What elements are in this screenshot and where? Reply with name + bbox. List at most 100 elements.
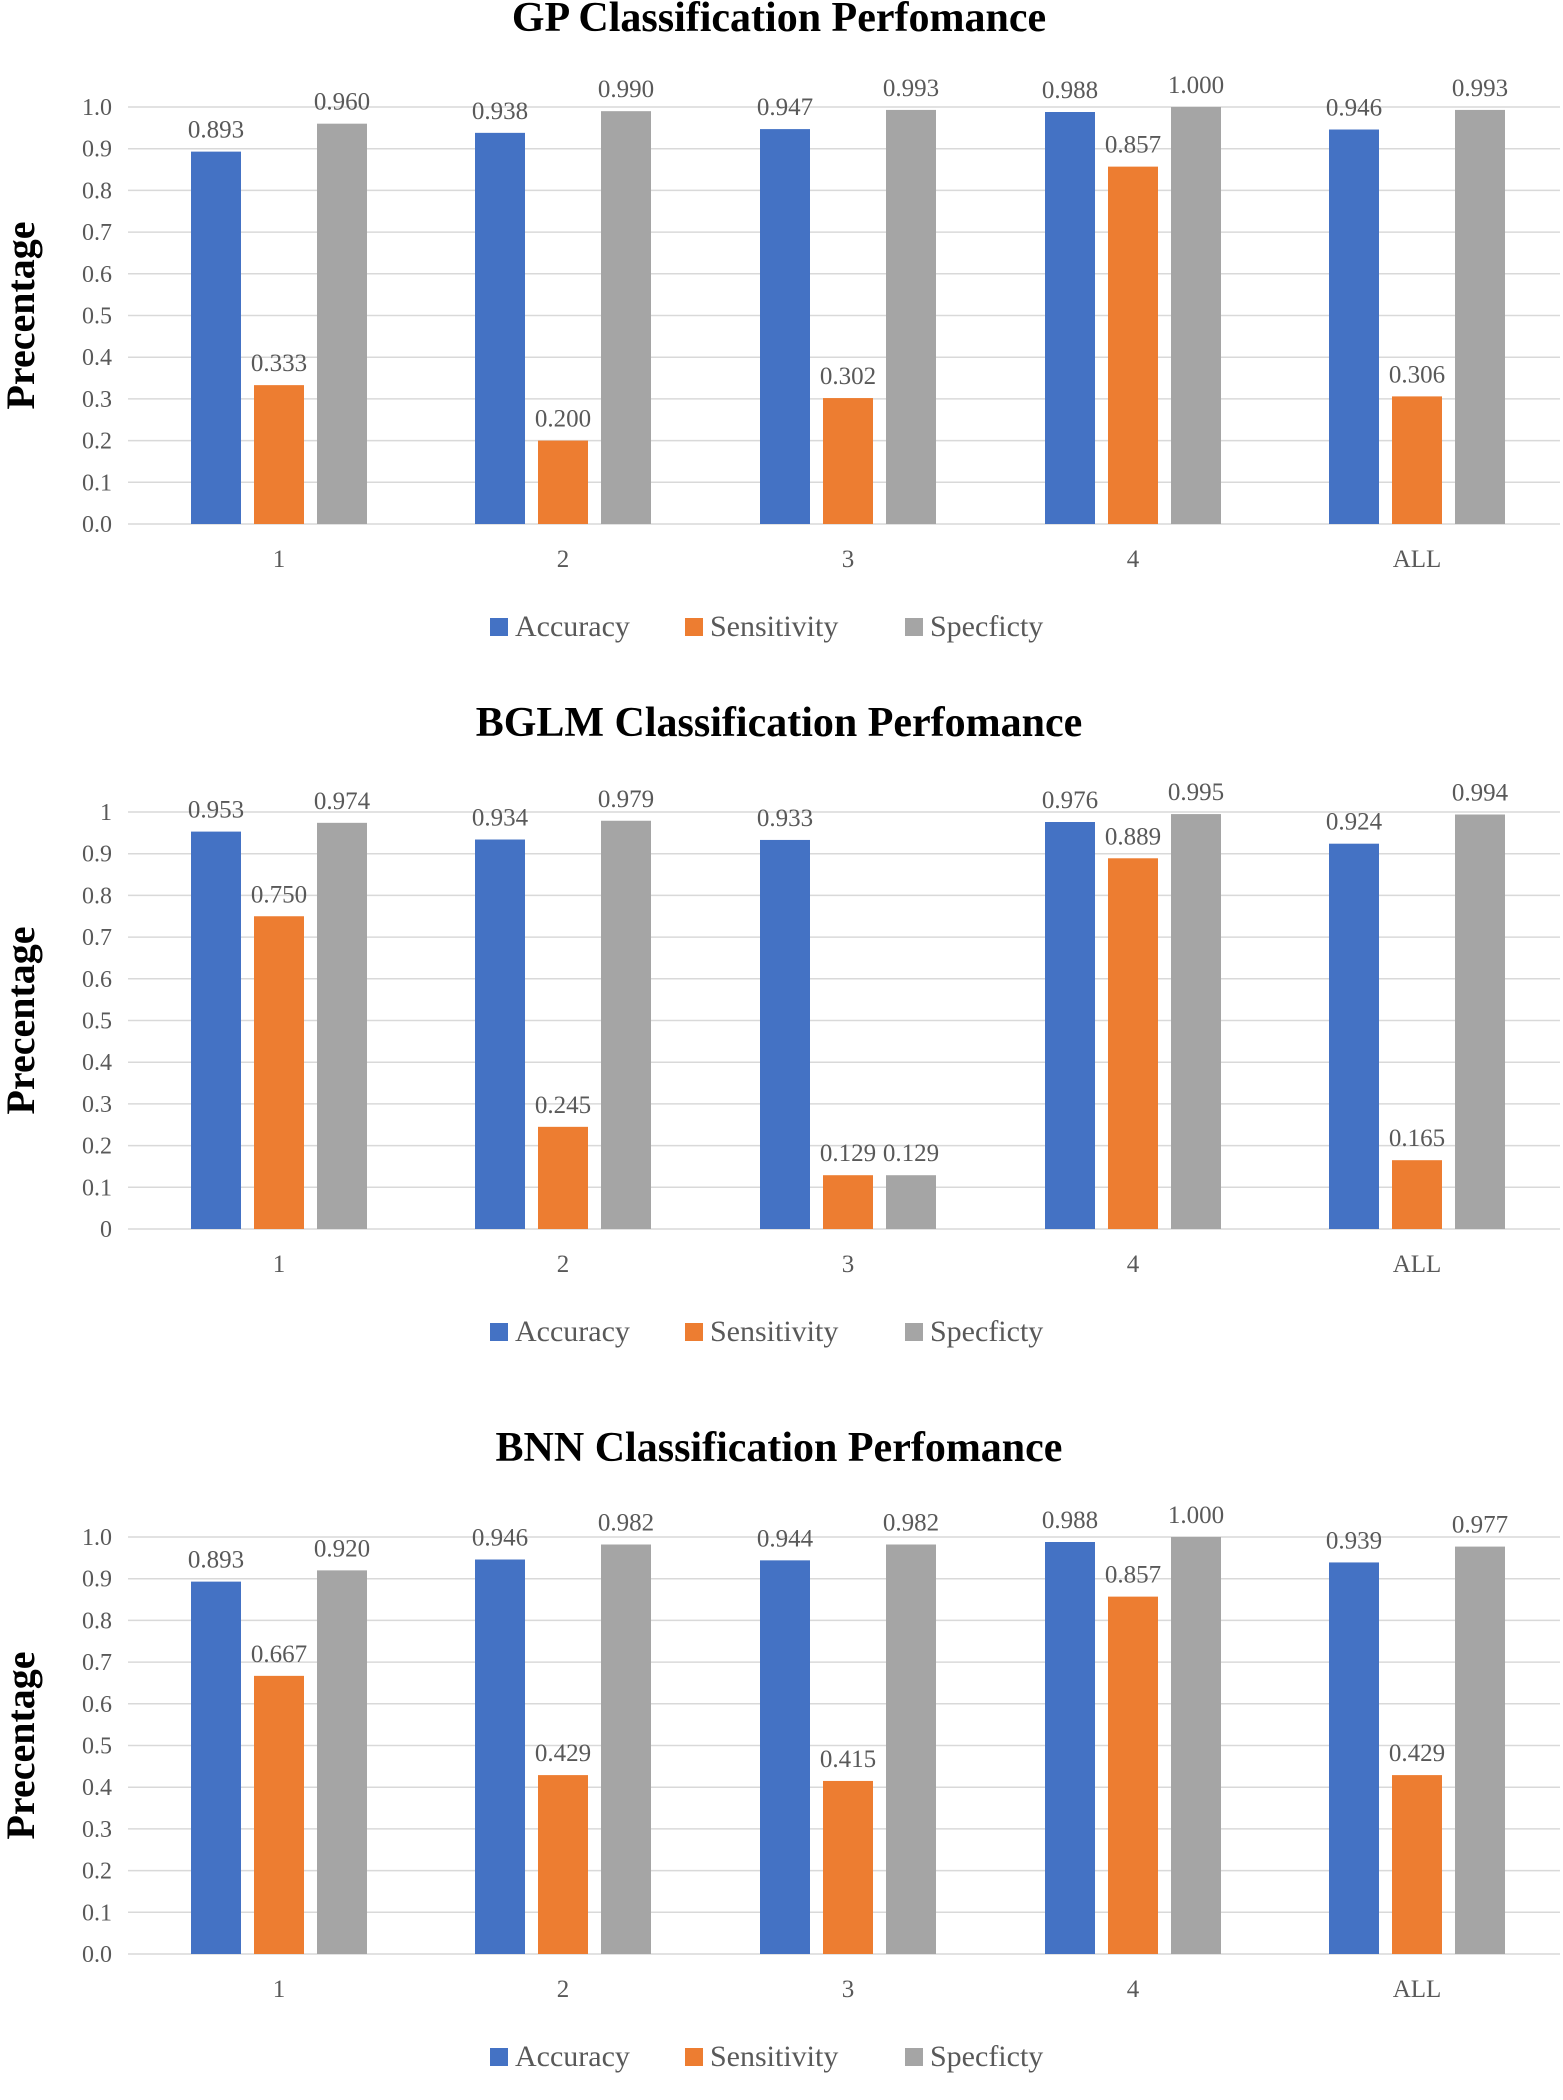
data-label-sensitivity-3: 0.415 <box>820 1746 876 1773</box>
bar-sensitivity-2 <box>538 1775 588 1954</box>
y-tick-label: 0.9 <box>82 1567 112 1593</box>
data-label-sensitivity-3: 0.302 <box>820 363 876 390</box>
bar-sensitivity-1 <box>254 916 304 1229</box>
bar-accuracy-4 <box>1045 112 1095 524</box>
data-label-specficty-3: 0.129 <box>883 1140 939 1167</box>
data-label-accuracy-2: 0.946 <box>472 1525 528 1552</box>
bar-specficty-all <box>1455 109 1505 524</box>
y-tick-label: 0.9 <box>82 842 112 868</box>
bar-sensitivity-2 <box>538 440 588 524</box>
bar-sensitivity-2 <box>538 1126 588 1229</box>
y-tick-label: 0.7 <box>82 925 112 951</box>
y-tick-label: 0 <box>100 1217 112 1243</box>
data-label-sensitivity-all: 0.306 <box>1389 361 1445 388</box>
data-label-specficty-all: 0.994 <box>1452 780 1509 807</box>
legend-label-specficty: Specficty <box>930 2040 1043 2073</box>
y-tick-label: 0.1 <box>82 470 112 496</box>
bglm-chart: BGLM Classification Perfomance Precentage… <box>0 705 1563 1375</box>
y-tick-label: 0.1 <box>82 1175 112 1201</box>
bar-sensitivity-all <box>1392 1775 1442 1954</box>
data-label-accuracy-3: 0.933 <box>757 805 813 832</box>
data-label-accuracy-all: 0.939 <box>1326 1527 1382 1554</box>
data-label-accuracy-4: 0.988 <box>1042 1507 1098 1534</box>
y-tick-label: 0.8 <box>82 883 112 909</box>
bar-sensitivity-4 <box>1108 1596 1158 1954</box>
x-tick-label: 1 <box>273 1976 286 2003</box>
bar-specficty-1 <box>317 1570 367 1954</box>
bar-sensitivity-all <box>1392 396 1442 524</box>
bnn-chart: BNN Classification Perfomance Precentage 0… <box>0 1430 1563 2100</box>
bar-accuracy-3 <box>760 129 810 524</box>
bar-accuracy-1 <box>191 151 241 524</box>
bar-specficty-4 <box>1171 107 1221 524</box>
legend-swatch-specficty <box>905 618 923 636</box>
x-tick-label: 2 <box>557 1976 570 2003</box>
data-label-accuracy-2: 0.938 <box>472 98 528 125</box>
x-tick-label: 3 <box>842 1251 855 1278</box>
data-label-sensitivity-1: 0.667 <box>251 1641 307 1668</box>
data-label-sensitivity-2: 0.429 <box>535 1740 591 1767</box>
bar-specficty-4 <box>1171 814 1221 1229</box>
y-tick-label: 0.3 <box>82 1817 112 1843</box>
data-label-sensitivity-2: 0.200 <box>535 406 591 433</box>
x-tick-label: 4 <box>1127 1251 1140 1278</box>
gp-chart-svg: GP Classification Perfomance Precentage 0.… <box>0 0 1560 643</box>
data-label-specficty-1: 0.960 <box>314 89 370 116</box>
data-label-specficty-4: 1.000 <box>1168 72 1224 99</box>
legend-swatch-accuracy <box>490 2048 508 2066</box>
data-label-sensitivity-4: 0.857 <box>1105 1562 1161 1589</box>
data-label-sensitivity-1: 0.333 <box>251 350 307 377</box>
data-label-accuracy-4: 0.988 <box>1042 77 1098 104</box>
y-tick-label: 0.4 <box>82 345 112 371</box>
data-label-specficty-1: 0.920 <box>314 1535 370 1562</box>
bar-specficty-1 <box>317 123 367 525</box>
y-tick-label: 0.3 <box>82 387 112 413</box>
y-tick-label: 0.7 <box>82 1650 112 1676</box>
bar-accuracy-all <box>1329 129 1379 524</box>
bar-sensitivity-4 <box>1108 166 1158 525</box>
y-tick-label: 0.5 <box>82 1734 112 1760</box>
data-label-accuracy-2: 0.934 <box>472 805 529 832</box>
y-tick-label: 0.5 <box>82 1009 112 1035</box>
y-tick-label: 0.2 <box>82 429 112 455</box>
y-tick-label: 0.0 <box>82 512 112 538</box>
legend-swatch-specficty <box>905 1323 923 1341</box>
data-label-sensitivity-2: 0.245 <box>535 1092 591 1119</box>
bglm-chart-svg: BGLM Classification Perfomance Precentage… <box>0 705 1560 1348</box>
x-tick-label: ALL <box>1393 1976 1442 2003</box>
x-tick-label: 1 <box>273 546 286 573</box>
chart-title: BGLM Classification Perfomance <box>476 705 1083 746</box>
legend-label-specficty: Specficty <box>930 610 1043 643</box>
data-label-sensitivity-4: 0.889 <box>1105 823 1161 850</box>
legend-label-sensitivity: Sensitivity <box>710 2040 838 2073</box>
legend-label-sensitivity: Sensitivity <box>710 1315 838 1348</box>
data-label-specficty-4: 1.000 <box>1168 1502 1224 1529</box>
legend-swatch-sensitivity <box>685 618 703 636</box>
data-label-accuracy-1: 0.893 <box>188 1547 244 1574</box>
y-axis-label: Precentage <box>0 221 43 409</box>
x-tick-label: 3 <box>842 1976 855 2003</box>
data-label-sensitivity-3: 0.129 <box>820 1140 876 1167</box>
y-axis-label: Precentage <box>0 926 43 1114</box>
x-tick-label: 4 <box>1127 546 1140 573</box>
x-tick-label: 1 <box>273 1251 286 1278</box>
data-label-specficty-2: 0.990 <box>598 76 654 103</box>
bar-accuracy-3 <box>760 1560 810 1954</box>
y-tick-label: 0.1 <box>82 1900 112 1926</box>
x-tick-label: 2 <box>557 1251 570 1278</box>
data-label-accuracy-all: 0.924 <box>1326 809 1383 836</box>
y-tick-label: 1 <box>100 800 112 826</box>
bar-specficty-1 <box>317 822 367 1229</box>
legend-label-accuracy: Accuracy <box>515 610 630 643</box>
data-label-sensitivity-1: 0.750 <box>251 881 307 908</box>
bar-specficty-2 <box>601 111 651 525</box>
y-tick-label: 0.2 <box>82 1859 112 1885</box>
bar-accuracy-4 <box>1045 822 1095 1229</box>
bar-specficty-3 <box>886 109 936 524</box>
legend-label-accuracy: Accuracy <box>515 1315 630 1348</box>
bar-sensitivity-1 <box>254 1675 304 1954</box>
data-label-accuracy-1: 0.953 <box>188 797 244 824</box>
legend-swatch-accuracy <box>490 1323 508 1341</box>
data-label-accuracy-3: 0.947 <box>757 94 813 121</box>
data-label-accuracy-3: 0.944 <box>757 1525 814 1552</box>
